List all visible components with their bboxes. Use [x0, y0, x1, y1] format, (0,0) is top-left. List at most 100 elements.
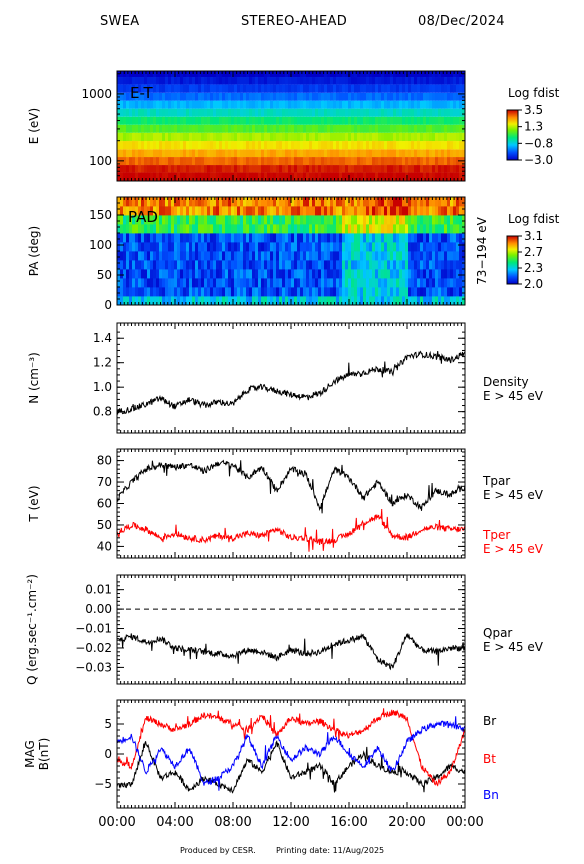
energy-cell [411, 71, 415, 78]
energy-cell [336, 165, 340, 173]
energy-cell [234, 124, 238, 133]
pad-cell [357, 242, 361, 252]
pad-cell [390, 269, 394, 279]
pad-cell [156, 242, 160, 252]
energy-cell [270, 165, 274, 173]
pad-cell [459, 296, 463, 306]
pad-cell [300, 269, 304, 279]
pad-cell [369, 242, 373, 252]
energy-cell [288, 165, 292, 173]
pad-cell [171, 206, 175, 216]
energy-cell [351, 77, 355, 85]
pad-cell [438, 197, 442, 207]
energy-cell [294, 132, 298, 142]
pad-cell [273, 278, 277, 288]
pad-cell [291, 296, 295, 306]
pad-cell [300, 242, 304, 252]
pad-cell [207, 242, 211, 252]
pad-cell [195, 287, 199, 297]
pad-cell [210, 233, 214, 243]
energy-cell [300, 157, 304, 166]
pad-cell [453, 215, 457, 225]
pad-cell [390, 287, 394, 297]
energy-cell [354, 116, 358, 125]
energy-cell [402, 108, 406, 117]
energy-cell [168, 77, 172, 85]
energy-cell [333, 92, 337, 101]
pad-cell [342, 233, 346, 243]
pad-cell [390, 224, 394, 234]
energy-cell [255, 165, 259, 173]
pad-cell [183, 242, 187, 252]
energy-cell [201, 116, 205, 125]
pad-cell [264, 260, 268, 270]
pad-cell [339, 242, 343, 252]
energy-cell [243, 77, 247, 85]
energy-cell [402, 124, 406, 133]
pad-cell [339, 197, 343, 207]
energy-cell [138, 132, 142, 142]
energy-cell [429, 157, 433, 166]
pad-cell [168, 296, 172, 306]
pad-cell [438, 296, 442, 306]
energy-cell [405, 77, 409, 85]
pad-cell [183, 206, 187, 216]
pad-cell [177, 224, 181, 234]
energy-cell [303, 157, 307, 166]
pad-cell [270, 206, 274, 216]
energy-cell [429, 132, 433, 142]
pad-cell [387, 251, 391, 261]
energy-cell [249, 84, 253, 93]
energy-cell [417, 124, 421, 133]
energy-cell [186, 149, 190, 158]
energy-cell [312, 116, 316, 125]
energy-cell [240, 157, 244, 166]
energy-cell [381, 149, 385, 158]
pad-cell [270, 260, 274, 270]
pad-cell [324, 287, 328, 297]
energy-cell [363, 108, 367, 117]
pad-cell [273, 215, 277, 225]
pad-cell [288, 278, 292, 288]
energy-cell [135, 157, 139, 166]
energy-cell [180, 71, 184, 78]
energy-cell [120, 116, 124, 125]
energy-cell [147, 84, 151, 93]
energy-cell [432, 165, 436, 173]
pad-cell [405, 242, 409, 252]
pad-cell [240, 260, 244, 270]
pad-cell [195, 224, 199, 234]
energy-cell [138, 124, 142, 133]
energy-cell [168, 124, 172, 133]
pad-cell [150, 296, 154, 306]
pad-cell [327, 278, 331, 288]
energy-cell [384, 157, 388, 166]
pad-cell [171, 233, 175, 243]
energy-cell [171, 77, 175, 85]
energy-cell [339, 149, 343, 158]
energy-cell [459, 132, 463, 142]
pad-cell [345, 296, 349, 306]
density-ytick-label: 0.8 [93, 405, 112, 419]
pad-cell [318, 278, 322, 288]
pad-cell [414, 197, 418, 207]
pad-cell [186, 287, 190, 297]
energy-cell [210, 116, 214, 125]
energy-cell [456, 108, 460, 117]
pad-cell [240, 269, 244, 279]
pad-cell [414, 296, 418, 306]
pad-cell [432, 296, 436, 306]
spacecraft-title: STEREO-AHEAD [241, 14, 348, 29]
pad-cell [123, 242, 127, 252]
energy-cell [450, 71, 454, 78]
pad-cell [153, 197, 157, 207]
pad-cell [183, 278, 187, 288]
energy-cell [315, 92, 319, 101]
energy-cell [411, 108, 415, 117]
pad-cell [417, 224, 421, 234]
heatflux-ylabel: Q (erg.sec⁻¹.cm⁻²) [25, 574, 39, 685]
pad-cell [180, 215, 184, 225]
pad-cell [171, 287, 175, 297]
energy-cell [117, 77, 121, 85]
pad-cell [423, 287, 427, 297]
